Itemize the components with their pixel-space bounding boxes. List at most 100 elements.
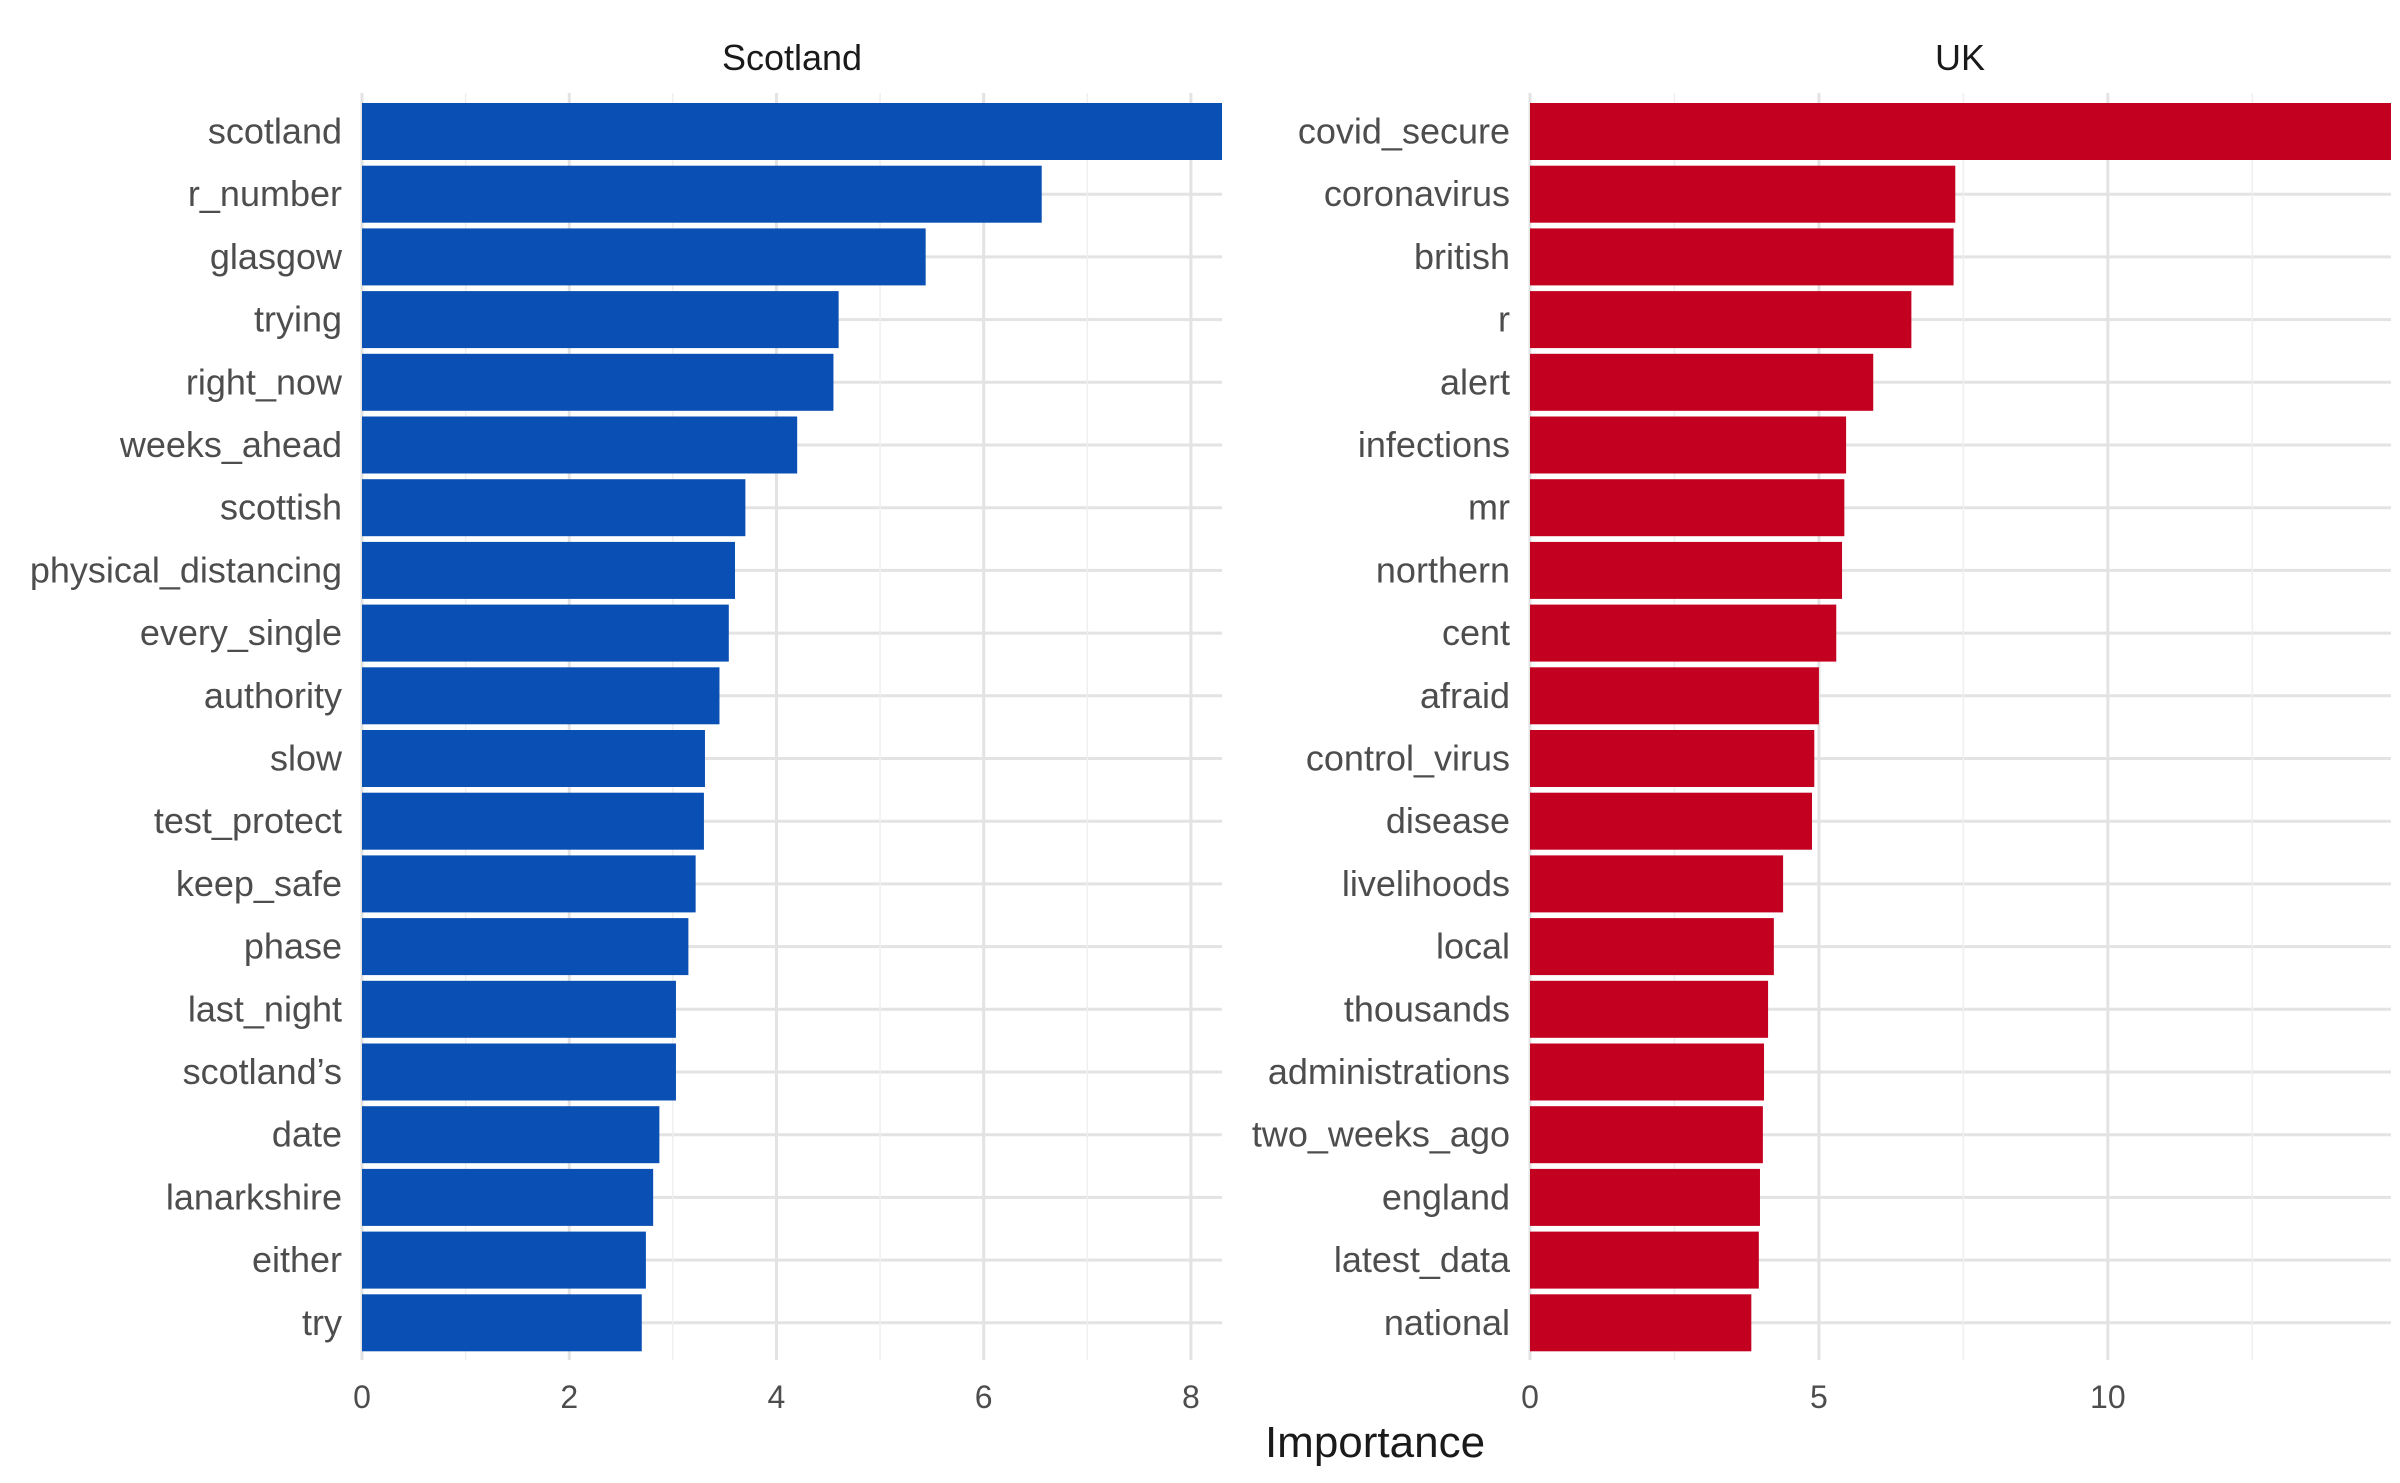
category-label: disease (1386, 800, 1510, 841)
category-label: livelihoods (1342, 863, 1510, 904)
x-tick-label: 10 (2090, 1379, 2126, 1415)
bar-uk-9 (1530, 667, 1819, 725)
category-label: either (252, 1239, 342, 1280)
category-label: british (1414, 236, 1510, 277)
bar-scotland-5 (362, 416, 798, 474)
bar-uk-1 (1530, 165, 1956, 223)
bar-scotland-15 (362, 1043, 676, 1101)
bar-scotland-9 (362, 667, 720, 725)
category-label: try (302, 1302, 342, 1343)
bar-uk-4 (1530, 353, 1874, 411)
x-tick-label: 0 (1521, 1379, 1539, 1415)
category-label: lanarkshire (166, 1176, 342, 1217)
category-label: glasgow (210, 236, 343, 277)
x-tick-label: 2 (560, 1379, 578, 1415)
category-label: thousands (1344, 988, 1510, 1029)
category-label: alert (1440, 361, 1510, 402)
bar-uk-10 (1530, 730, 1815, 787)
bar-uk-6 (1530, 479, 1845, 537)
bar-uk-2 (1530, 228, 1954, 286)
category-label: administrations (1268, 1051, 1510, 1092)
bar-scotland-11 (362, 792, 704, 850)
bar-scotland-8 (362, 604, 729, 662)
category-labels-uk: covid_secure coronavirus british r alert infe… (1252, 111, 1511, 1343)
bar-uk-12 (1530, 855, 1784, 913)
x-tick-label: 4 (768, 1379, 786, 1415)
category-label: afraid (1420, 675, 1510, 716)
x-tick-label: 8 (1182, 1379, 1200, 1415)
bar-scotland-13 (362, 918, 689, 976)
x-axis-title: Importance (1265, 1418, 1485, 1467)
category-label: every_single (140, 612, 342, 653)
category-label: cent (1442, 612, 1510, 653)
category-label: keep_safe (176, 863, 342, 904)
category-label: weeks_ahead (119, 424, 342, 465)
category-label: date (272, 1114, 342, 1155)
category-label: right_now (186, 361, 343, 402)
bar-scotland-12 (362, 855, 696, 913)
bar-uk-15 (1530, 1043, 1765, 1101)
category-label: r (1498, 299, 1510, 340)
category-label: phase (244, 926, 342, 967)
category-label: mr (1468, 487, 1510, 528)
bar-scotland-18 (362, 1231, 646, 1289)
category-label: local (1436, 926, 1510, 967)
bar-uk-5 (1530, 416, 1847, 474)
bar-scotland-4 (362, 353, 834, 411)
panel-uk: covid_secure coronavirus british r alert infe… (1252, 37, 2391, 1415)
bar-uk-11 (1530, 792, 1812, 850)
category-label: slow (270, 738, 343, 779)
category-label: covid_secure (1298, 111, 1510, 152)
bar-scotland-6 (362, 479, 746, 537)
category-label: coronavirus (1324, 173, 1510, 214)
bar-scotland-17 (362, 1168, 654, 1226)
x-tick-labels-uk: 0 5 10 (1521, 1379, 2126, 1415)
category-label: scottish (220, 487, 342, 528)
category-label: scotland’s (183, 1051, 342, 1092)
bar-scotland-14 (362, 980, 676, 1038)
x-tick-labels-scotland: 0 2 4 6 8 (353, 1379, 1200, 1415)
bar-uk-19 (1530, 1294, 1752, 1352)
bars-uk (1530, 103, 2391, 1352)
category-label: latest_data (1334, 1239, 1511, 1280)
category-label: infections (1358, 424, 1510, 465)
bar-uk-13 (1530, 918, 1774, 976)
category-label: authority (204, 675, 342, 716)
bar-uk-3 (1530, 291, 1912, 349)
bar-uk-16 (1530, 1106, 1763, 1164)
bar-scotland-2 (362, 228, 926, 286)
category-label: trying (254, 299, 342, 340)
bar-uk-18 (1530, 1231, 1759, 1289)
bar-scotland-0 (362, 103, 1222, 160)
bar-scotland-19 (362, 1294, 642, 1352)
bar-uk-17 (1530, 1168, 1760, 1226)
category-label: control_virus (1306, 738, 1510, 779)
panel-title-scotland: Scotland (722, 37, 862, 78)
bar-scotland-10 (362, 730, 705, 787)
bar-scotland-7 (362, 541, 736, 599)
category-label: r_number (188, 173, 342, 214)
bar-uk-0 (1530, 103, 2391, 160)
bar-uk-7 (1530, 541, 1843, 599)
bar-uk-8 (1530, 604, 1837, 662)
category-label: last_night (188, 988, 342, 1029)
category-label: test_protect (154, 800, 342, 841)
bar-uk-14 (1530, 980, 1769, 1038)
category-label: northern (1376, 549, 1510, 590)
category-label: scotland (208, 111, 342, 152)
panel-title-uk: UK (1935, 37, 1985, 78)
bar-scotland-1 (362, 165, 1042, 223)
x-tick-label: 6 (975, 1379, 993, 1415)
category-label: national (1384, 1302, 1510, 1343)
category-label: england (1382, 1176, 1510, 1217)
x-tick-label: 0 (353, 1379, 371, 1415)
category-label: two_weeks_ago (1252, 1114, 1510, 1155)
bar-scotland-16 (362, 1106, 660, 1164)
category-label: physical_distancing (30, 549, 342, 590)
bars-scotland (362, 103, 1222, 1352)
x-tick-label: 5 (1810, 1379, 1828, 1415)
bar-scotland-3 (362, 291, 839, 349)
